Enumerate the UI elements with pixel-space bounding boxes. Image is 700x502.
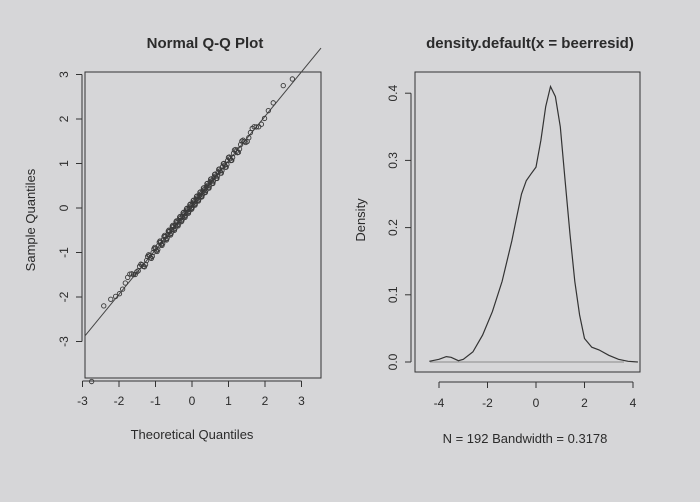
qq-point bbox=[258, 121, 265, 127]
qq-point bbox=[270, 100, 276, 106]
qq-point bbox=[164, 235, 170, 241]
density-x-tick-label: 4 bbox=[630, 396, 637, 410]
qq-point bbox=[122, 280, 128, 286]
density-y-label: Density bbox=[353, 198, 368, 242]
qq-point bbox=[280, 82, 286, 89]
density-y-tick-label: 0.3 bbox=[386, 152, 400, 169]
qq-point bbox=[206, 185, 212, 191]
qq-point bbox=[132, 271, 138, 278]
density-title: density.default(x = beerresid) bbox=[426, 35, 634, 52]
qq-point bbox=[265, 108, 271, 114]
qq-y-tick-label: 1 bbox=[57, 160, 71, 167]
qq-x-tick-label: 0 bbox=[189, 394, 196, 408]
qq-point bbox=[158, 241, 164, 248]
qq-point bbox=[210, 180, 216, 187]
qq-point bbox=[127, 271, 133, 277]
qq-point bbox=[246, 135, 252, 141]
qq-x-tick-label: 3 bbox=[298, 394, 305, 408]
density-x-tick-label: 0 bbox=[533, 396, 540, 410]
qq-point bbox=[289, 76, 296, 82]
qq-x-tick-label: -2 bbox=[114, 394, 125, 408]
qq-point bbox=[202, 189, 209, 196]
density-y-axis: 0.0 0.1 0.2 0.3 0.4 bbox=[386, 85, 412, 370]
density-x-axis: -4 -2 0 2 4 bbox=[434, 381, 637, 410]
qq-x-tick-label: 1 bbox=[225, 394, 232, 408]
qq-point bbox=[116, 291, 123, 297]
qq-x-tick-label: -1 bbox=[150, 394, 161, 408]
qq-point bbox=[214, 173, 221, 179]
qq-x-tick-label: -3 bbox=[77, 394, 88, 408]
density-plot-frame bbox=[414, 71, 641, 373]
qq-point bbox=[238, 141, 244, 148]
density-x-tick-label: 2 bbox=[581, 396, 588, 410]
qq-x-tick-label: 2 bbox=[262, 394, 269, 408]
qq-panel: Normal Q-Q Plot -3 -2 -1 0 1 2 3 -3 -2 -1 0 1 2 3 Th… bbox=[23, 35, 322, 442]
qq-y-tick-label: 2 bbox=[57, 115, 71, 122]
qq-y-tick-label: -2 bbox=[57, 291, 71, 302]
qq-y-tick-label: 3 bbox=[57, 71, 71, 78]
density-x-label: N = 192 Bandwidth = 0.3178 bbox=[443, 431, 608, 446]
qq-plot-frame bbox=[84, 71, 322, 379]
qq-point bbox=[261, 115, 268, 122]
density-curve bbox=[429, 84, 638, 363]
qq-point bbox=[241, 138, 248, 145]
density-y-tick-label: 0.2 bbox=[386, 219, 400, 236]
qq-y-tick-label: -1 bbox=[57, 247, 71, 258]
qq-point bbox=[88, 378, 95, 385]
density-x-tick-label: -2 bbox=[482, 396, 493, 410]
qq-title: Normal Q-Q Plot bbox=[147, 35, 264, 52]
qq-point bbox=[235, 149, 242, 155]
density-y-tick-label: 0.1 bbox=[386, 286, 400, 303]
qq-point bbox=[218, 170, 224, 176]
qq-x-label: Theoretical Quantiles bbox=[131, 427, 254, 442]
qq-point bbox=[253, 124, 259, 130]
qq-point bbox=[155, 246, 161, 253]
qq-point bbox=[214, 175, 220, 182]
qq-point bbox=[195, 198, 202, 204]
qq-point bbox=[229, 157, 235, 164]
density-x-tick-label: -4 bbox=[434, 396, 445, 410]
qq-point bbox=[172, 225, 178, 232]
qq-point bbox=[199, 194, 205, 200]
density-y-tick-label: 0.4 bbox=[386, 85, 400, 102]
qq-point bbox=[168, 230, 174, 236]
qq-point bbox=[210, 178, 217, 184]
qq-point bbox=[160, 240, 166, 247]
qq-point bbox=[256, 124, 262, 130]
qq-point bbox=[223, 164, 229, 170]
density-y-tick-label: 0.0 bbox=[386, 353, 400, 370]
density-panel: density.default(x = beerresid) -4 -2 0 2 4 0… bbox=[353, 35, 641, 446]
qq-point bbox=[113, 293, 119, 300]
qq-point bbox=[213, 173, 219, 179]
qq-point bbox=[108, 296, 114, 302]
qq-y-tick-label: -3 bbox=[57, 336, 71, 347]
qq-points bbox=[88, 76, 296, 385]
qq-y-label: Sample Quantiles bbox=[23, 168, 38, 271]
qq-point bbox=[119, 286, 126, 292]
qq-point bbox=[101, 303, 107, 309]
qq-y-axis: -3 -2 -1 0 1 2 3 bbox=[57, 71, 83, 347]
qq-x-axis: -3 -2 -1 0 1 2 3 bbox=[77, 380, 305, 408]
qq-y-tick-label: 0 bbox=[57, 204, 71, 211]
